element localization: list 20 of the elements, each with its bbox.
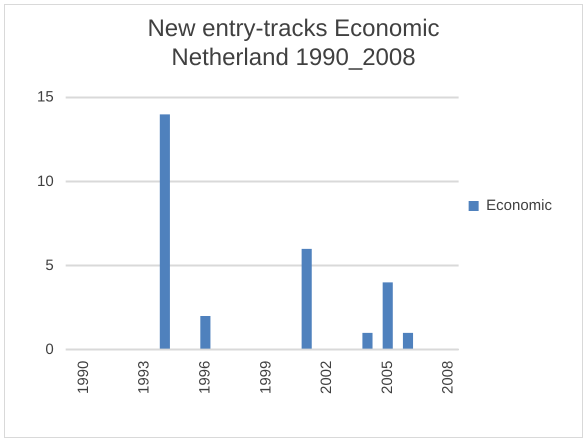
y-tick-label: 10 <box>36 172 54 190</box>
text: Netherland 1990_2008 <box>171 44 416 71</box>
bar <box>402 332 414 349</box>
bar <box>302 248 312 349</box>
y-tick-label: 15 <box>36 88 54 106</box>
x-tick-label: 2002 <box>318 360 336 394</box>
x-tick-label: 1990 <box>74 360 92 394</box>
x-tick-label: 1999 <box>257 360 274 394</box>
bar <box>200 316 210 349</box>
x-tick-label: 2008 <box>440 360 457 394</box>
y-tick-label: 5 <box>45 256 54 274</box>
bar <box>362 332 373 349</box>
y-tick-label: 0 <box>45 340 54 358</box>
text: New entry-tracks Economic <box>147 15 440 42</box>
legend-label: Economic <box>486 197 552 214</box>
x-tick-label: 1993 <box>136 360 153 394</box>
x-tick-label: 2005 <box>378 360 396 394</box>
bar <box>160 114 170 349</box>
x-tick-label: 1996 <box>196 360 214 394</box>
bar <box>382 282 393 349</box>
